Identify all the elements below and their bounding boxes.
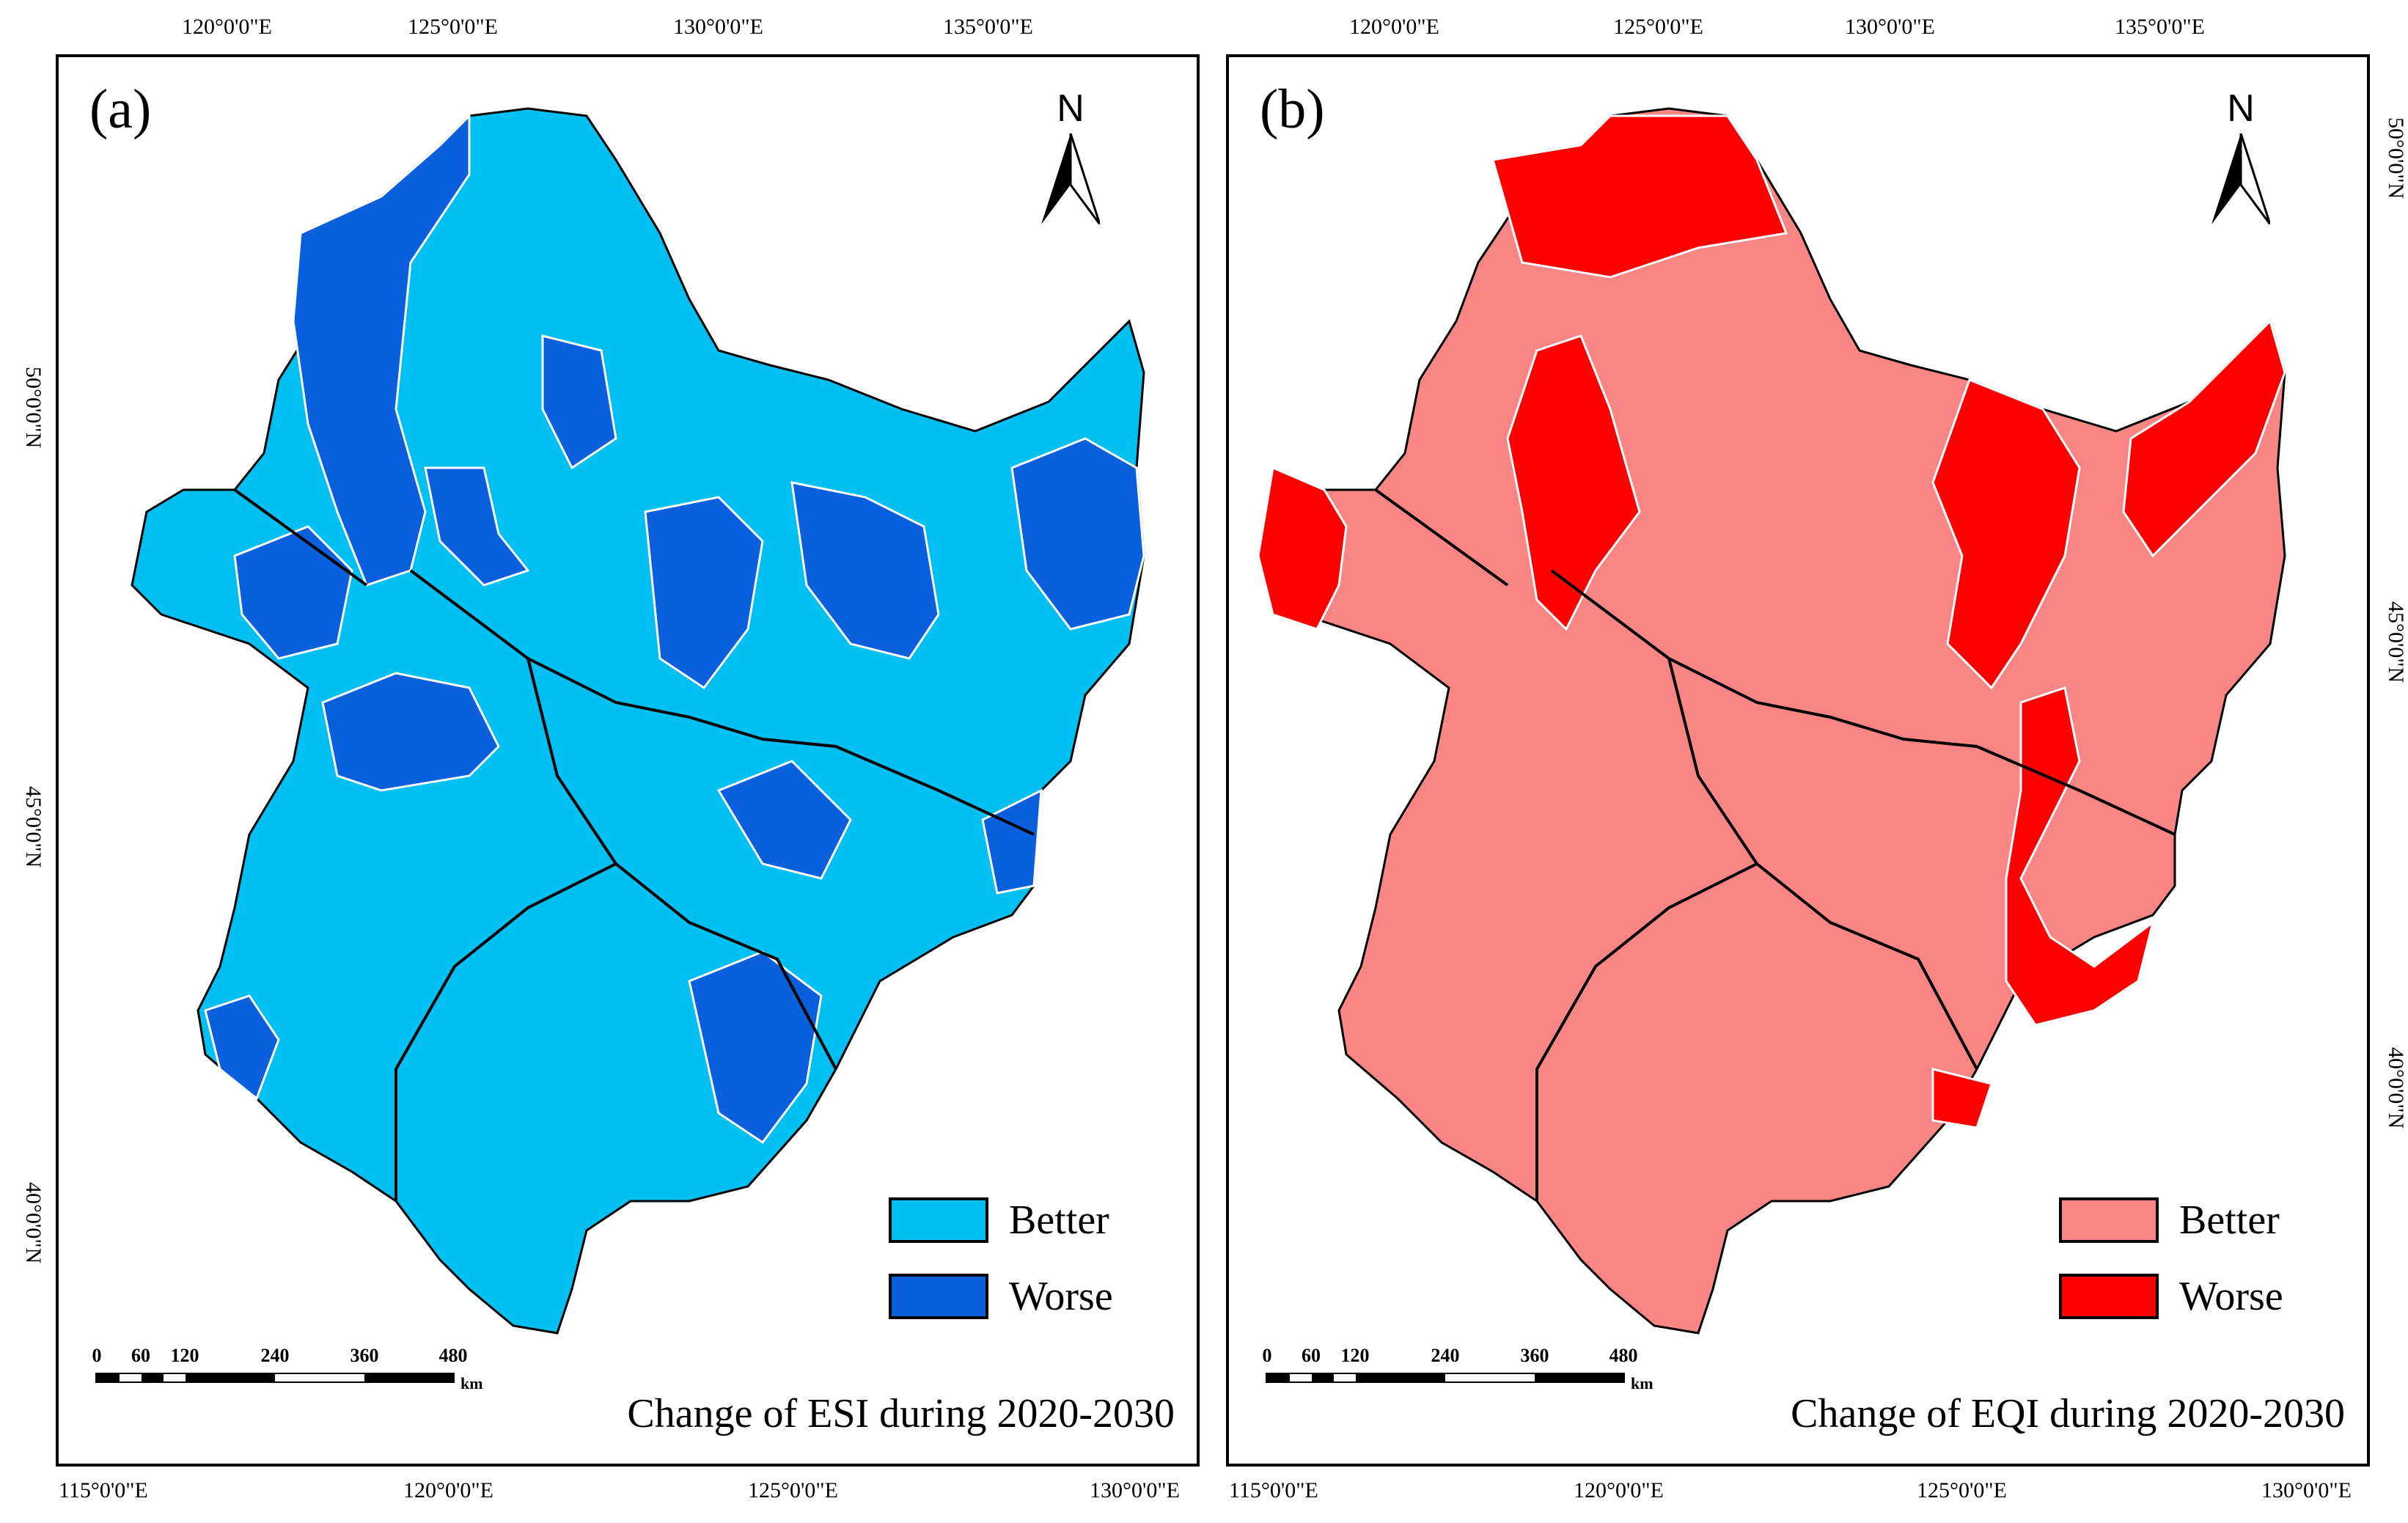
region-w7 xyxy=(790,481,940,660)
left-tick-a-3: 40°0'0"N xyxy=(21,1182,45,1264)
region-w7 xyxy=(1931,1068,1993,1129)
bottom-tick-b-1: 115°0'0"E xyxy=(1229,1478,1318,1502)
bottom-tick-a-3: 125°0'0"E xyxy=(748,1478,838,1502)
top-tick-b-1: 120°0'0"E xyxy=(1349,15,1439,39)
region-base xyxy=(131,107,1145,1335)
legend-label-worse: Worse xyxy=(2179,1274,2283,1319)
top-tick-a-2: 125°0'0"E xyxy=(408,15,498,39)
legend-label-worse: Worse xyxy=(1009,1274,1113,1319)
top-tick-b-2: 125°0'0"E xyxy=(1613,15,1703,39)
scale-bar-a: 0 60 120 240 360 480 km xyxy=(92,1345,483,1396)
north-arrow-icon xyxy=(1041,133,1100,224)
map-panel-eqi: (b) N Better Worse 0 60 120 240 360 480 xyxy=(1226,54,2370,1467)
scale-label: 0 xyxy=(92,1345,102,1366)
legend-b: Better Worse xyxy=(2059,1182,2338,1335)
province-border-b xyxy=(1374,488,2176,1201)
scale-unit: km xyxy=(1631,1374,1653,1392)
map-title-eqi: Change of EQI during 2020-2030 xyxy=(1791,1391,2345,1436)
north-arrow-a: N xyxy=(1027,87,1115,226)
north-arrow-icon xyxy=(2211,133,2270,224)
region-base xyxy=(1271,107,2286,1335)
scale-label: 360 xyxy=(1520,1345,1549,1366)
province-border-a xyxy=(233,488,1035,1201)
legend-swatch-better xyxy=(2059,1197,2159,1243)
bottom-tick-a-4: 130°0'0"E xyxy=(1090,1478,1180,1502)
legend-label-better: Better xyxy=(1009,1197,1109,1243)
region-w4 xyxy=(424,466,530,587)
region-w3 xyxy=(541,334,617,470)
bottom-tick-a-2: 120°0'0"E xyxy=(403,1478,493,1502)
legend-label-better: Better xyxy=(2179,1197,2280,1243)
map-title-esi: Change of ESI during 2020-2030 xyxy=(627,1391,1175,1436)
region-w3 xyxy=(1506,334,1641,631)
top-tick-a-1: 120°0'0"E xyxy=(182,15,272,39)
scale-label: 0 xyxy=(1262,1345,1272,1366)
scale-unit: km xyxy=(460,1374,483,1392)
region-w6 xyxy=(2005,686,2155,1027)
right-tick-b-1: 50°0'0"N xyxy=(2384,117,2408,199)
panel-label-a: (a) xyxy=(89,78,152,140)
legend-item-better: Better xyxy=(889,1182,1167,1258)
legend-item-worse: Worse xyxy=(2059,1258,2338,1335)
legend-a: Better Worse xyxy=(889,1182,1167,1335)
panel-label-b: (b) xyxy=(1260,78,1325,140)
left-tick-a-1: 50°0'0"N xyxy=(21,367,45,449)
scale-label: 240 xyxy=(260,1345,290,1366)
region-w4 xyxy=(1931,378,2081,690)
scale-label: 360 xyxy=(350,1345,379,1366)
legend-swatch-worse xyxy=(2059,1274,2159,1319)
scale-bar-segments xyxy=(1266,1373,1625,1383)
north-letter: N xyxy=(1057,87,1084,130)
region-w5 xyxy=(2122,319,2286,558)
north-arrow-b: N xyxy=(2197,87,2285,226)
scale-bar-b: 0 60 120 240 360 480 km xyxy=(1262,1345,1653,1396)
bottom-tick-a-1: 115°0'0"E xyxy=(59,1478,148,1502)
top-tick-a-4: 135°0'0"E xyxy=(943,15,1033,39)
map-panel-esi: (a) N Better Worse 0 60 120 240 360 480 xyxy=(56,54,1200,1467)
bottom-tick-b-3: 125°0'0"E xyxy=(1917,1478,2007,1502)
scale-label: 120 xyxy=(1340,1345,1370,1366)
region-w2 xyxy=(233,525,353,660)
legend-swatch-worse xyxy=(889,1274,988,1319)
region-map-esi xyxy=(131,107,1145,1335)
north-letter: N xyxy=(2227,87,2255,130)
legend-item-better: Better xyxy=(2059,1182,2338,1258)
top-tick-b-3: 130°0'0"E xyxy=(1845,15,1935,39)
scale-bar-segments xyxy=(95,1373,455,1383)
region-w9 xyxy=(716,760,852,880)
left-tick-a-2: 45°0'0"N xyxy=(21,786,45,868)
bottom-tick-b-2: 120°0'0"E xyxy=(1574,1478,1664,1502)
region-w6 xyxy=(644,496,764,690)
region-w5 xyxy=(321,672,500,792)
legend-swatch-better xyxy=(889,1197,988,1243)
right-tick-b-3: 40°0'0"N xyxy=(2384,1047,2408,1129)
scale-label: 60 xyxy=(1302,1345,1321,1366)
region-w12 xyxy=(204,994,280,1101)
region-w8 xyxy=(1010,437,1145,631)
scale-label: 120 xyxy=(170,1345,199,1366)
region-w1 xyxy=(1491,114,1788,279)
scale-label: 60 xyxy=(131,1345,150,1366)
right-tick-b-2: 45°0'0"N xyxy=(2384,601,2408,683)
region-w1 xyxy=(292,113,471,587)
bottom-tick-b-4: 130°0'0"E xyxy=(2261,1478,2352,1502)
scale-label: 480 xyxy=(438,1345,468,1366)
top-tick-b-4: 135°0'0"E xyxy=(2115,15,2205,39)
legend-item-worse: Worse xyxy=(889,1258,1167,1335)
scale-label: 240 xyxy=(1431,1345,1460,1366)
region-w2 xyxy=(1257,466,1348,631)
region-map-eqi xyxy=(1257,107,2286,1335)
scale-label: 480 xyxy=(1609,1345,1638,1366)
top-tick-a-3: 130°0'0"E xyxy=(673,15,763,39)
